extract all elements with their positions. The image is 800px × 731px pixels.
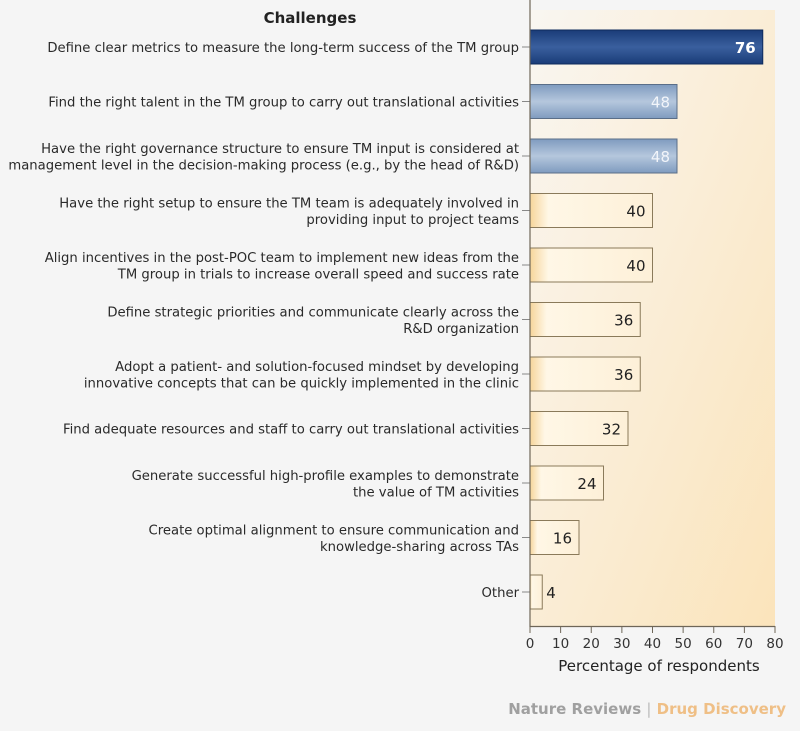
category-label: providing input to project teams [306,213,519,228]
category-label: management level in the decision-making … [8,158,519,173]
x-tick-label: 10 [552,636,569,652]
bar [529,302,641,337]
category-label: Define clear metrics to measure the long… [47,41,519,56]
x-tick-label: 40 [644,636,661,652]
bar-value-label: 40 [626,203,645,221]
chart-title: Challenges [264,9,357,27]
bar [529,84,678,119]
brand-nature-reviews: Nature Reviews [508,700,642,718]
category-label: TM group in trials to increase overall s… [117,267,519,282]
bar-value-label: 36 [614,366,633,384]
category-label: knowledge-sharing across TAs [320,540,519,555]
bar-value-label: 4 [546,584,556,602]
footer-brand: Nature Reviews | Drug Discovery [508,700,786,718]
x-tick-label: 80 [766,636,783,652]
bar [529,520,580,555]
x-axis-label: Percentage of respondents [558,657,760,675]
category-label: Other [482,586,520,601]
x-tick-label: 60 [705,636,722,652]
x-tick-label: 30 [613,636,630,652]
category-label: Adopt a patient- and solution-focused mi… [115,360,519,375]
brand-separator: | [646,700,652,718]
category-label: Generate successful high-profile example… [132,469,519,484]
bar-value-label: 48 [651,94,670,112]
category-label: the value of TM activities [353,485,519,500]
bar [529,465,604,501]
x-tick-label: 50 [675,636,692,652]
category-label: Have the right governance structure to e… [41,142,519,157]
category-label: innovative concepts that can be quickly … [84,376,519,391]
category-label: R&D organization [403,322,519,337]
bar [529,411,629,446]
brand-drug-discovery: Drug Discovery [656,700,786,718]
bar-value-label: 16 [553,530,572,548]
bar-value-label: 48 [651,148,670,166]
bar-value-label: 40 [626,257,645,275]
bar [529,247,653,283]
bar-value-label: 76 [735,39,756,57]
category-label: Find adequate resources and staff to car… [63,423,519,438]
bar [529,29,764,65]
category-label: Align incentives in the post-POC team to… [45,251,519,266]
category-label: Find the right talent in the TM group to… [48,96,519,111]
category-label: Have the right setup to ensure the TM te… [59,196,519,211]
x-tick-label: 0 [526,636,535,652]
bar [529,193,653,228]
x-tick-label: 20 [583,636,600,652]
bar-value-label: 32 [602,421,621,439]
bar-value-label: 36 [614,312,633,330]
bar-value-label: 24 [577,475,596,493]
bar [529,574,543,610]
x-tick-label: 70 [736,636,753,652]
category-label: Create optimal alignment to ensure commu… [149,523,519,538]
category-label: Define strategic priorities and communic… [107,305,519,320]
